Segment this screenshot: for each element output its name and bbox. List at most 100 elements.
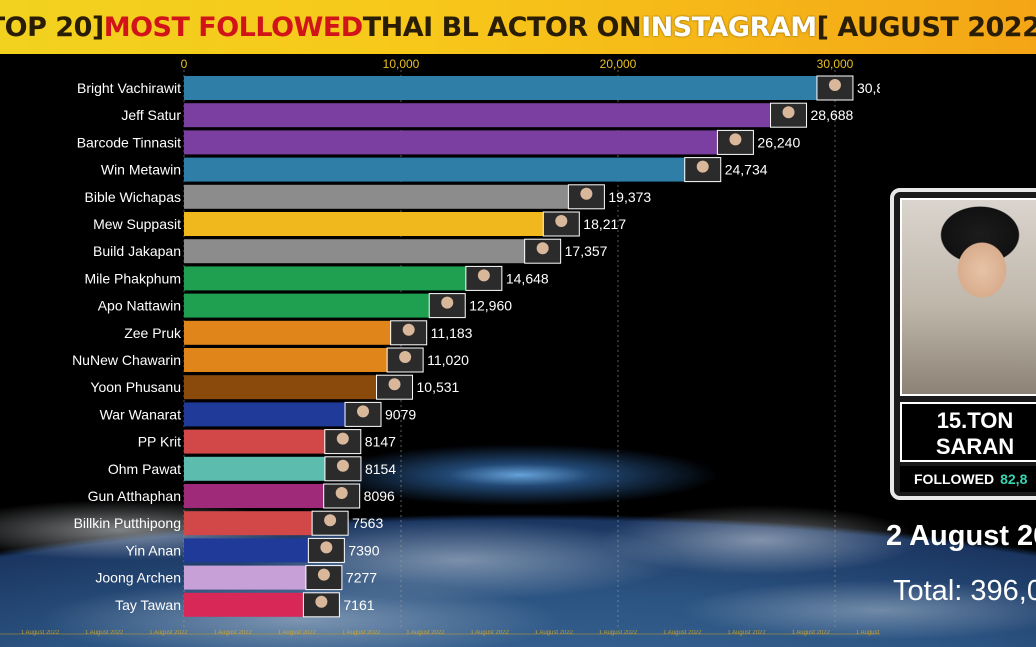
timeline-tick-label: 1 August 2022 xyxy=(342,630,381,636)
value-label: 11,183 xyxy=(431,325,473,341)
x-tick-label: 10,000 xyxy=(383,57,420,71)
featured-followed-row: FOLLOWED 82,8 xyxy=(900,466,1036,492)
category-label: Apo Nattawin xyxy=(98,298,181,314)
avatar-face-icon xyxy=(324,514,337,527)
timeline-tick-label: 1 August 2022 xyxy=(599,630,638,636)
featured-actor-name-line1: 15.TON xyxy=(936,408,1014,433)
value-label: 8096 xyxy=(364,488,395,504)
value-label: 26,240 xyxy=(757,134,800,150)
value-label: 14,648 xyxy=(506,270,549,286)
avatar-face-icon xyxy=(317,568,330,581)
earth-clouds xyxy=(0,470,1036,647)
bar xyxy=(184,76,853,100)
value-label: 10,531 xyxy=(417,379,460,395)
avatar-face-icon xyxy=(315,595,328,608)
value-label: 28,688 xyxy=(811,107,854,123)
title-part-date: [ AUGUST 2022 ] xyxy=(816,11,1036,43)
avatar-face-icon xyxy=(536,242,549,255)
featured-actor-name-line2: SARAN xyxy=(935,434,1015,459)
category-label: NuNew Chawarin xyxy=(72,352,181,368)
value-label: 11,020 xyxy=(427,352,469,368)
category-label: Bright Vachirawit xyxy=(77,80,181,96)
timeline-tick-label: 1 August 2022 xyxy=(470,630,509,636)
timeline-tick-label: 1 August 2022 xyxy=(663,630,702,636)
category-label: Jeff Satur xyxy=(121,107,181,123)
value-label: 17,357 xyxy=(565,243,608,259)
bar xyxy=(184,293,466,318)
value-label: 7390 xyxy=(348,542,379,558)
avatar-face-icon xyxy=(335,487,348,499)
avatar-face-icon xyxy=(441,296,454,309)
x-tick-labels: 0 10,000 20,000 30,000 xyxy=(181,57,854,71)
value-label: 9079 xyxy=(385,406,416,422)
category-label: Gun Atthaphan xyxy=(88,488,181,504)
value-label: 7161 xyxy=(343,597,374,613)
category-label: War Wanarat xyxy=(100,406,182,422)
x-tick-label: 0 xyxy=(181,57,188,71)
chart-title: [TOP 20] MOST FOLLOWED THAI BL ACTOR ON … xyxy=(0,0,1036,54)
value-label: 7277 xyxy=(346,570,377,586)
avatar-face-icon xyxy=(696,160,709,173)
value-label: 24,734 xyxy=(725,162,768,178)
avatar-face-icon xyxy=(477,269,490,282)
avatar-face-icon xyxy=(357,405,370,418)
bar xyxy=(184,157,721,182)
bar xyxy=(184,375,413,400)
timeline-tick-label: 1 August 2022 xyxy=(149,630,188,636)
avatar-face-icon xyxy=(729,133,742,146)
bar xyxy=(184,184,605,209)
timeline-tick-label: 1 August 2022 xyxy=(85,630,124,636)
avatar-face-icon xyxy=(320,541,333,554)
title-part-top20: [TOP 20] xyxy=(0,11,104,43)
category-label: Yoon Phusanu xyxy=(90,379,181,395)
avatar-face-icon xyxy=(388,378,401,391)
value-label: 18,217 xyxy=(583,216,626,232)
category-label: Zee Pruk xyxy=(124,325,182,341)
category-label: Bible Wichapas xyxy=(85,189,182,205)
category-label: PP Krit xyxy=(138,434,181,450)
category-label: Ohm Pawat xyxy=(108,461,181,477)
timeline-tick-label: 1 August 2022 xyxy=(21,630,60,636)
avatar-face-icon xyxy=(782,106,795,119)
category-label: Yin Anan xyxy=(125,542,181,558)
title-part-thai-bl: THAI BL ACTOR ON xyxy=(362,11,642,43)
value-label: 30,827 xyxy=(857,80,880,96)
category-label: Tay Tawan xyxy=(115,597,181,613)
followed-value: 82,8 xyxy=(1000,471,1028,487)
bar xyxy=(184,239,561,264)
category-label: Mile Phakphum xyxy=(85,270,182,286)
x-tick-label: 30,000 xyxy=(817,57,854,71)
timeline-tick-label: 1 August 2022 xyxy=(278,630,317,636)
category-label: Joong Archen xyxy=(95,570,181,586)
portrait-photo-icon xyxy=(900,198,1036,396)
timeline-tick-label: 1 August 2022 xyxy=(535,630,574,636)
value-label: 8154 xyxy=(365,461,396,477)
timeline-ticks: 1 August 2022 1 August 2022 1 August 2022 1… xyxy=(0,630,880,636)
category-label: Billkin Putthipong xyxy=(74,515,181,531)
avatar-face-icon xyxy=(336,459,349,472)
followed-label: FOLLOWED xyxy=(914,471,995,487)
x-tick-label: 20,000 xyxy=(600,57,637,71)
avatar-face-icon xyxy=(402,323,415,336)
featured-actor-name: 15.TON SARAN xyxy=(900,402,1036,462)
grid-layer xyxy=(183,70,836,629)
timeline-tick-label: 1 August 2022 xyxy=(727,630,766,636)
current-date-label: 2 August 20 xyxy=(886,520,1036,552)
value-label: 7563 xyxy=(352,515,383,531)
bar xyxy=(184,130,754,155)
total-followers-label: Total: 396,0 xyxy=(893,575,1036,607)
value-label: 8147 xyxy=(365,434,396,450)
timeline-tick-label: 1 August 2022 xyxy=(856,630,880,636)
category-label: Mew Suppasit xyxy=(93,216,181,232)
avatar-face-icon xyxy=(555,215,568,227)
category-label: Barcode Tinnasit xyxy=(77,134,181,150)
bar xyxy=(184,320,427,345)
bar xyxy=(184,266,502,291)
timeline-tick-label: 1 August 2022 xyxy=(214,630,253,636)
avatar-face-icon xyxy=(399,351,412,363)
bar-chart: 0 10,000 20,000 30,000 Bright Vachirawit 30,… xyxy=(0,57,880,636)
category-label: Build Jakapan xyxy=(93,243,181,259)
value-label: 12,960 xyxy=(469,298,512,314)
bar xyxy=(184,103,807,128)
bar xyxy=(184,212,580,236)
